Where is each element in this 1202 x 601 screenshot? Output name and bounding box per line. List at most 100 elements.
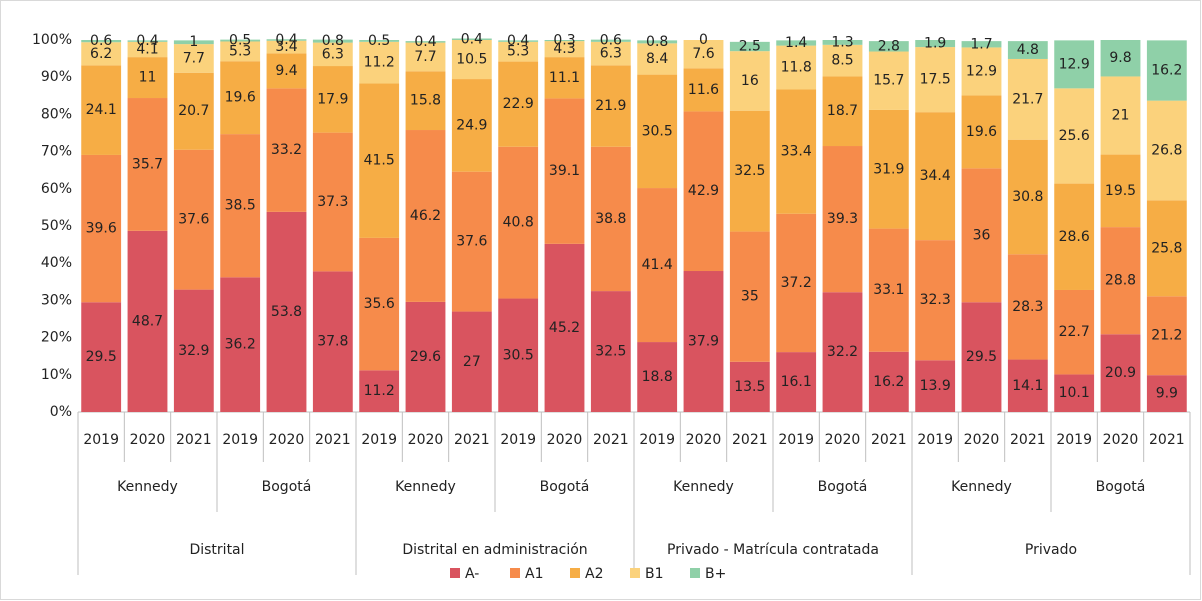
bar-segment [1054, 183, 1095, 290]
bar-segment [729, 361, 770, 412]
category-label: 2019 [778, 432, 814, 448]
value-label: 0.6 [600, 33, 622, 49]
bar-segment [637, 188, 678, 343]
value-label: 7.6 [692, 46, 714, 62]
bar-segment [405, 130, 446, 302]
bar-segment [1054, 289, 1095, 375]
bar-segment [451, 38, 492, 40]
bar-segment [266, 39, 307, 41]
bar-segment [776, 89, 817, 214]
value-label: 1.4 [785, 35, 807, 51]
category-label: Privado - Matrícula contratada [667, 542, 879, 558]
value-label: 33.1 [873, 282, 904, 298]
value-label: 6.3 [600, 46, 622, 62]
bar-segment [915, 240, 956, 361]
bar-segment [451, 40, 492, 80]
value-label: 15.8 [410, 93, 441, 109]
bar-segment [312, 271, 353, 412]
value-label: 0.5 [229, 33, 251, 49]
y-tick-label: 50% [41, 218, 72, 234]
bar-segment [637, 74, 678, 189]
value-label: 0.8 [646, 34, 668, 50]
value-label: 24.1 [86, 102, 117, 118]
value-label: 35.7 [132, 156, 163, 172]
value-label: 41.4 [642, 257, 673, 273]
bar-segment [729, 231, 770, 362]
value-label: 36.2 [225, 337, 256, 353]
bar-segment [1054, 88, 1095, 184]
bar-segment [498, 298, 539, 412]
bar-segment [590, 146, 631, 292]
y-tick-label: 40% [41, 255, 72, 271]
value-label: 17.5 [920, 72, 951, 88]
value-label: 0.8 [322, 33, 344, 49]
bar-segment [220, 61, 261, 135]
category-label: Distrital [189, 542, 244, 558]
value-label: 5.3 [229, 43, 251, 59]
value-label: 20.7 [178, 103, 209, 119]
value-label: 31.9 [873, 161, 904, 177]
bar-segment [173, 72, 214, 150]
value-label: 4.3 [553, 41, 575, 57]
category-label: Kennedy [951, 479, 1012, 495]
value-label: 10.5 [456, 52, 487, 68]
legend-swatch [630, 568, 640, 578]
bar-segment [822, 146, 863, 293]
bar-segment [266, 53, 307, 89]
value-label: 11.6 [688, 82, 719, 98]
bar-segment [359, 237, 400, 371]
value-label: 0.6 [90, 33, 112, 49]
category-label: 2019 [500, 432, 536, 448]
legend-label: B+ [705, 566, 726, 582]
bar-segment [868, 351, 909, 412]
value-label: 7.7 [414, 49, 436, 65]
bar-segment [451, 311, 492, 412]
bar-segment [1100, 76, 1141, 155]
bar-segment [683, 271, 724, 412]
value-label: 18.7 [827, 103, 858, 119]
bar-segment [868, 109, 909, 229]
bar-segment [451, 79, 492, 172]
y-tick-label: 100% [32, 32, 72, 48]
bar-segment [590, 39, 631, 42]
bar-segment [359, 370, 400, 412]
category-label: 2021 [593, 432, 629, 448]
bar-segment [683, 68, 724, 112]
category-label: 2020 [547, 432, 583, 448]
category-label: 2020 [1103, 432, 1139, 448]
value-label: 25.8 [1151, 240, 1182, 256]
bar-segment [590, 65, 631, 147]
category-label: 2020 [269, 432, 305, 448]
value-label: 16 [741, 73, 759, 89]
value-label: 27 [463, 354, 481, 370]
bar-segment [822, 292, 863, 412]
bar-segment [266, 88, 307, 212]
value-label: 42.9 [688, 183, 719, 199]
value-label: 24.9 [456, 117, 487, 133]
bar-segment [1007, 359, 1048, 412]
category-label: Kennedy [117, 479, 178, 495]
category-label: Bogotá [540, 479, 590, 495]
value-label: 28.6 [1059, 229, 1090, 245]
value-label: 14.1 [1012, 378, 1043, 394]
value-label: 29.5 [86, 349, 117, 365]
value-label: 21.7 [1012, 91, 1043, 107]
value-label: 9.9 [1156, 386, 1178, 402]
value-label: 3.4 [275, 39, 297, 55]
bar-segment [359, 41, 400, 84]
value-label: 33.4 [781, 144, 812, 160]
bar-segment [1146, 200, 1187, 297]
bar-segment [1100, 334, 1141, 412]
value-label: 7.7 [183, 50, 205, 66]
category-label: Bogotá [1096, 479, 1146, 495]
value-label: 30.5 [503, 347, 534, 363]
bar-segment [173, 289, 214, 412]
legend-swatch [510, 568, 520, 578]
bar-segment [1100, 227, 1141, 335]
bar-segment [405, 301, 446, 412]
value-label: 25.6 [1059, 128, 1090, 144]
bar-segment [498, 61, 539, 147]
value-label: 9.8 [1109, 50, 1131, 66]
bar-segment [683, 111, 724, 272]
category-label: 2020 [408, 432, 444, 448]
